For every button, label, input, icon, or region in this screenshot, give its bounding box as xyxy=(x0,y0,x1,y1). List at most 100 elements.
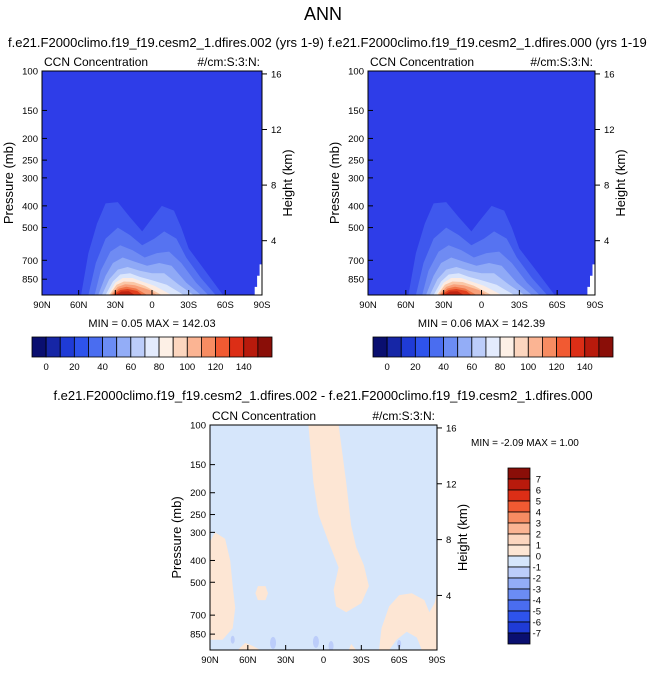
colorbar-box xyxy=(59,336,75,358)
colorbar-box xyxy=(45,336,61,358)
x-tick-label: 60N xyxy=(397,300,415,311)
colorbar-box xyxy=(507,588,531,601)
x-tick-label: 30S xyxy=(511,300,528,311)
colorbar-label: 140 xyxy=(577,362,593,373)
missing-data-notch xyxy=(587,264,595,295)
case-title: f.e21.F2000climo.f19_f19.cesm2_1.dfires.… xyxy=(53,388,592,403)
height-tick-label: 12 xyxy=(446,479,457,490)
colorbar-label: -2 xyxy=(533,574,541,585)
variable-label: CCN Concentration xyxy=(212,409,316,423)
positive-anomaly-patch xyxy=(379,593,437,650)
colorbar-box xyxy=(570,336,586,358)
height-tick-label: 16 xyxy=(604,69,615,80)
colorbar-label: -5 xyxy=(533,607,541,618)
colorbar-label: 1 xyxy=(536,541,541,552)
colorbar-box xyxy=(88,336,103,358)
colorbar-label: 140 xyxy=(236,362,252,373)
x-tick-label: 30N xyxy=(277,655,295,666)
y-tick-label: 500 xyxy=(190,578,206,589)
height-tick-label: 4 xyxy=(271,236,276,247)
colorbar-box xyxy=(144,336,160,358)
y-tick-label: 100 xyxy=(348,67,364,78)
height-tick-label: 12 xyxy=(604,125,615,136)
y-tick-label: 150 xyxy=(348,106,364,117)
height-tick-label: 8 xyxy=(446,535,451,546)
y-tick-label: 150 xyxy=(190,460,206,471)
y-tick-label: 850 xyxy=(190,630,206,641)
colorbar-label: -6 xyxy=(533,618,541,629)
colorbar-box xyxy=(507,621,531,634)
colorbar-box xyxy=(31,336,47,358)
colorbar-label: 2 xyxy=(536,530,541,541)
colorbar-label: 80 xyxy=(495,362,506,373)
colorbar-box xyxy=(116,336,132,358)
y-tick-label: 100 xyxy=(22,67,38,78)
colorbar-box xyxy=(457,336,473,358)
missing-data-notch xyxy=(254,264,262,295)
colorbar-label: 20 xyxy=(410,362,421,373)
min-max-stats: MIN = 0.05 MAX = 142.03 xyxy=(88,318,215,330)
x-tick-label: 60S xyxy=(391,655,408,666)
panel-2: f.e21.F2000climo.f19_f19.cesm2_1.dfires.… xyxy=(53,388,592,666)
colorbar-box xyxy=(102,336,118,358)
height-tick-label: 12 xyxy=(271,125,282,136)
colorbar-box xyxy=(507,566,531,579)
colorbar-box xyxy=(130,336,146,358)
positive-anomaly-patch xyxy=(308,425,369,613)
colorbar-box xyxy=(507,555,531,568)
colorbar-label: 0 xyxy=(536,552,541,563)
colorbar-box xyxy=(257,336,273,358)
colorbar-box xyxy=(215,336,231,358)
x-tick-label: 30N xyxy=(107,300,125,311)
y-tick-label: 300 xyxy=(190,528,206,539)
x-tick-label: 30S xyxy=(353,655,370,666)
colorbar-label: 60 xyxy=(467,362,478,373)
colorbar-box xyxy=(507,500,531,513)
units-label: #/cm:S:3:N: xyxy=(530,55,593,69)
colorbar-box xyxy=(507,489,531,502)
colorbar-box xyxy=(507,533,531,546)
x-tick-label: 60S xyxy=(549,300,566,311)
y-tick-label: 100 xyxy=(190,421,206,432)
colorbar-label: -4 xyxy=(533,596,541,607)
colorbar-label: 20 xyxy=(69,362,80,373)
colorbar-box xyxy=(542,336,557,358)
colorbar-box xyxy=(243,336,259,358)
positive-anomaly-patch xyxy=(210,532,236,640)
colorbar-box xyxy=(386,336,402,358)
units-label: #/cm:S:3:N: xyxy=(197,55,260,69)
y-axis-label: Pressure (mb) xyxy=(169,496,184,578)
colorbar-label: 100 xyxy=(520,362,536,373)
field-plot xyxy=(210,425,437,650)
colorbar-label: 0 xyxy=(43,362,48,373)
y-tick-label: 400 xyxy=(348,201,364,212)
x-tick-label: 90S xyxy=(254,300,271,311)
colorbar-box xyxy=(172,336,188,358)
positive-anomaly-patch xyxy=(348,644,357,650)
colorbar-box xyxy=(507,467,531,480)
height-axis-label: Height (km) xyxy=(613,149,628,216)
colorbar-label: -3 xyxy=(533,585,541,596)
x-tick-label: 90N xyxy=(201,655,219,666)
x-tick-label: 90N xyxy=(359,300,377,311)
height-tick-label: 8 xyxy=(604,181,609,192)
y-tick-label: 200 xyxy=(22,134,38,145)
variable-label: CCN Concentration xyxy=(44,55,148,69)
x-tick-label: 60N xyxy=(239,655,257,666)
variable-label: CCN Concentration xyxy=(370,55,474,69)
colorbar-box xyxy=(507,632,531,645)
colorbar-box xyxy=(507,544,531,557)
colorbar-label: 80 xyxy=(154,362,165,373)
colorbar-box xyxy=(556,336,572,358)
units-label: #/cm:S:3:N: xyxy=(372,409,435,423)
height-tick-label: 16 xyxy=(446,423,457,434)
y-tick-label: 150 xyxy=(22,106,38,117)
height-tick-label: 16 xyxy=(271,69,282,80)
page-title: ANN xyxy=(304,4,342,24)
colorbar-label: 60 xyxy=(126,362,137,373)
min-max-stats: MIN = -2.09 MAX = 1.00 xyxy=(471,438,579,449)
colorbar-box xyxy=(507,577,531,590)
negative-anomaly-spot xyxy=(312,635,319,648)
colorbar-box xyxy=(507,599,531,612)
